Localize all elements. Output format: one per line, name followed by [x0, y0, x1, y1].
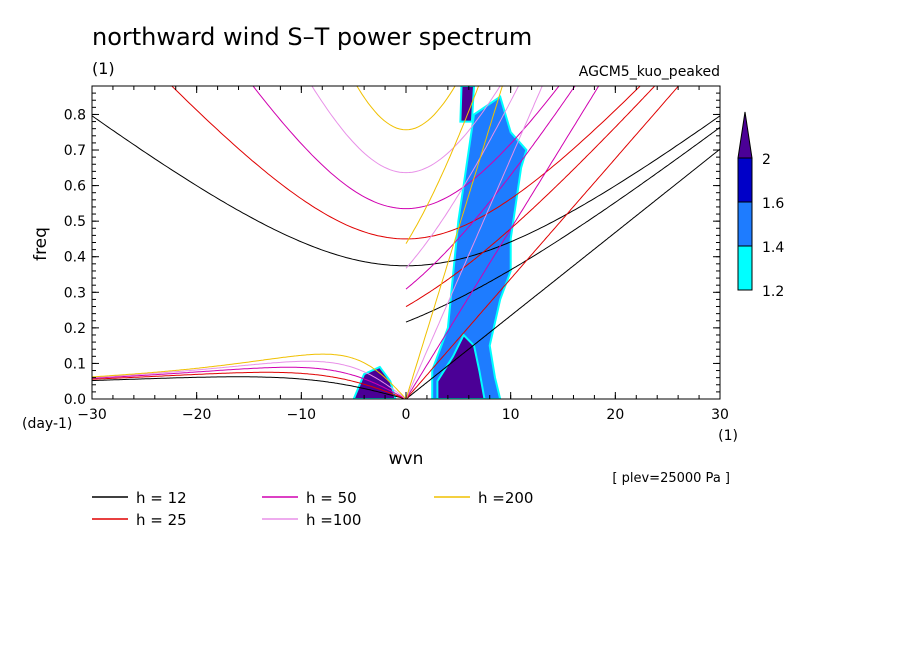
colorbar-label: 1.4 [762, 240, 784, 256]
er-curve-h200 [92, 353, 407, 399]
mrg-curve-h25 [405, 86, 656, 308]
x-tick-label: 20 [606, 407, 624, 423]
colorbar-label: 1.6 [762, 196, 784, 212]
x-tick-label: −10 [287, 407, 317, 423]
kelvin-curve-h50 [405, 86, 600, 399]
shaded-region-kelvin-core [436, 333, 486, 399]
kelvin-curve-h100 [405, 86, 543, 399]
y-unit-label: (day-1) [22, 416, 72, 432]
mrg-curve-h12 [405, 126, 720, 323]
y-tick-label: 0.0 [64, 392, 86, 408]
ig-curve-h25 [171, 86, 641, 240]
chart-subtitle-right: AGCM5_kuo_peaked [579, 64, 720, 80]
ig-curve-h12 [92, 115, 720, 267]
colorbar: 1.2 1.4 1.6 2 [737, 111, 784, 300]
kelvin-curve-h25 [405, 86, 680, 399]
colorbar-segment [737, 157, 753, 203]
colorbar-segment [737, 245, 753, 291]
ig-curve-h200 [356, 86, 456, 131]
er-curve-h100 [92, 360, 407, 399]
legend-label: h = 50 [306, 489, 357, 507]
x-tick-label: 0 [402, 407, 411, 423]
er-curve-h25 [92, 371, 407, 399]
y-tick-label: 0.4 [64, 250, 86, 266]
colorbar-top-arrow [737, 111, 753, 159]
x-tick-label: −30 [77, 407, 107, 423]
legend-label: h =100 [306, 511, 361, 529]
chart-title: northward wind S–T power spectrum [92, 23, 532, 51]
y-tick-label: 0.3 [64, 285, 86, 301]
colorbar-label: 1.2 [762, 284, 784, 300]
y-tick-label: 0.7 [64, 143, 86, 159]
y-tick-label: 0.6 [64, 179, 86, 195]
plot-area [92, 86, 720, 399]
mrg-curve-h50 [405, 86, 576, 290]
x-tick-label: −20 [182, 407, 212, 423]
colorbar-segment [737, 201, 753, 247]
ig-curve-h100 [311, 86, 501, 174]
ig-curve-h50 [252, 86, 560, 210]
legend: h = 12 h = 25 h = 50 h =100 h =200 [92, 489, 533, 529]
x-tick-label: 30 [711, 407, 729, 423]
y-axis-label: freq [31, 227, 51, 261]
y-tick-label: 0.1 [64, 356, 86, 372]
legend-label: h = 25 [136, 511, 187, 529]
shaded-region-top-blob [459, 86, 476, 123]
kelvin-curve-h12 [405, 148, 720, 399]
y-tick-label: 0.2 [64, 321, 86, 337]
legend-label: h = 12 [136, 489, 187, 507]
x-tick-label: 10 [502, 407, 520, 423]
mrg-curve-h100 [405, 86, 520, 269]
er-curve-h50 [92, 366, 407, 399]
colorbar-label: 2 [762, 152, 771, 168]
mrg-curve-h200 [405, 86, 480, 244]
y-tick-label: 0.5 [64, 214, 86, 230]
x-unit-label: (1) [718, 428, 738, 444]
x-axis-label: wvn [389, 449, 424, 469]
level-note: [ plev=25000 Pa ] [612, 471, 730, 486]
er-curve-h12 [92, 376, 407, 399]
legend-label: h =200 [478, 489, 533, 507]
kelvin-curve-h200 [405, 86, 503, 399]
chart-subtitle-left: (1) [92, 59, 115, 78]
y-tick-label: 0.8 [64, 107, 86, 123]
